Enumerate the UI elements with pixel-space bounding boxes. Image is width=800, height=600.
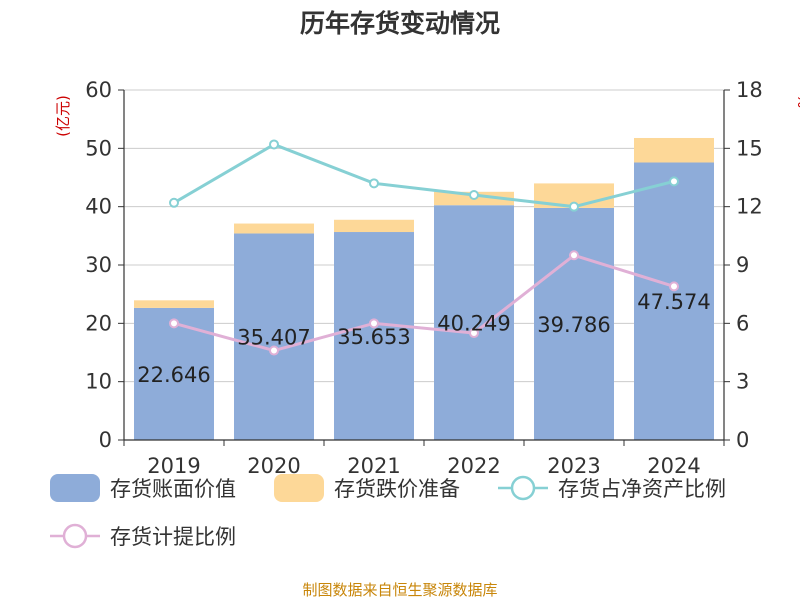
x-tick-label: 2024 [647, 454, 700, 478]
line-net-asset-ratio-point [369, 178, 379, 189]
legend-item: 存货计提比例 [50, 523, 236, 549]
bar-impairment-reserve [334, 219, 414, 233]
legend-marker [62, 523, 88, 549]
bar-carrying-value [334, 232, 414, 440]
legend-marker [510, 475, 536, 501]
legend-label: 存货占净资产比例 [558, 477, 726, 501]
right-tick-label: 3 [736, 370, 749, 394]
legend-item: 存货账面价值 [50, 474, 236, 502]
line-net-asset-ratio-point [269, 139, 279, 150]
bar-carrying-value [534, 207, 614, 440]
line-series [169, 139, 679, 356]
legend-swatch [274, 474, 324, 502]
legend-swatch [50, 474, 100, 502]
bar-value-label: 35.653 [337, 325, 410, 349]
x-tick-label: 2019 [147, 454, 200, 478]
legend-label: 存货账面价值 [110, 477, 236, 501]
right-tick-label: 12 [736, 195, 763, 219]
left-tick-label: 60 [85, 78, 112, 102]
line-provision-ratio [173, 253, 675, 353]
line-net-asset-ratio [173, 142, 675, 209]
legend-label: 存货跌价准备 [334, 477, 460, 501]
bar-carrying-value [434, 205, 514, 440]
data-source: 制图数据来自恒生聚源数据库 [302, 581, 497, 599]
bar-value-label: 35.407 [237, 326, 310, 350]
x-tick-label: 2021 [347, 454, 400, 478]
right-tick-label: 15 [736, 136, 763, 160]
bar-value-label: 40.249 [437, 312, 510, 336]
line-provision-ratio-point [269, 345, 279, 356]
bar-carrying-value [634, 162, 714, 441]
x-tick-label: 2023 [547, 454, 600, 478]
left-tick-label: 30 [85, 253, 112, 277]
left-tick-label: 50 [85, 136, 112, 160]
left-tick-label: 10 [85, 370, 112, 394]
line-provision-ratio-point [369, 318, 379, 329]
bar-value-label: 39.786 [537, 313, 610, 337]
legend-item: 存货占净资产比例 [498, 475, 726, 501]
line-provision-ratio-point [169, 318, 179, 329]
left-tick-label: 40 [85, 195, 112, 219]
bar-impairment-reserve [234, 223, 314, 234]
line-net-asset-ratio-point [469, 190, 479, 200]
bar-impairment-reserve [634, 137, 714, 163]
left-axis-unit: (亿元) [54, 95, 72, 137]
line-provision-ratio-point [669, 281, 679, 292]
line-net-asset-ratio-point [169, 197, 179, 208]
right-tick-label: 9 [736, 253, 749, 277]
left-tick-label: 20 [85, 311, 112, 335]
right-tick-label: 6 [736, 311, 749, 335]
bar-series [134, 137, 714, 441]
x-tick-label: 2022 [447, 454, 500, 478]
line-provision-ratio-point [569, 250, 579, 261]
bar-value-label: 22.646 [137, 363, 210, 387]
chart-title: 历年存货变动情况 [300, 9, 500, 38]
right-tick-label: 0 [736, 428, 749, 452]
line-net-asset-ratio-point [569, 201, 579, 212]
legend-label: 存货计提比例 [110, 525, 236, 549]
grid [124, 89, 724, 383]
bar-carrying-value [234, 233, 314, 440]
bar-value-label: 47.574 [637, 290, 710, 314]
bar-impairment-reserve [134, 300, 214, 308]
line-provision-ratio-point [469, 328, 479, 339]
data-labels: 22.646 35.407 35.653 40.249 39.786 47.574 [137, 290, 710, 387]
right-tick-label: 18 [736, 78, 763, 102]
line-net-asset-ratio-point [669, 176, 679, 187]
left-tick-label: 0 [99, 428, 112, 452]
right-axis-unit: % [794, 94, 800, 108]
legend-item: 存货跌价准备 [274, 474, 460, 502]
